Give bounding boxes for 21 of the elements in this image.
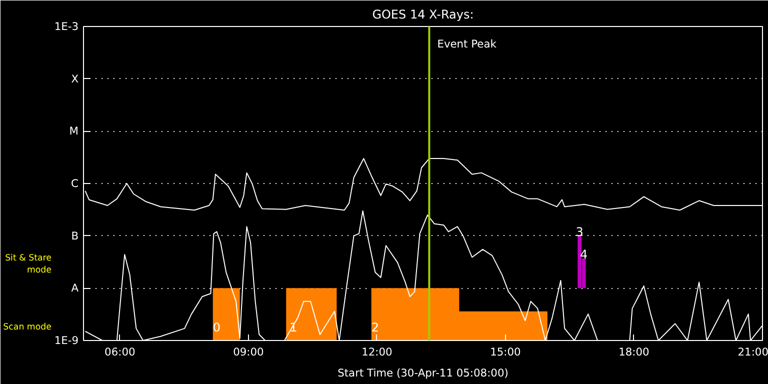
y-tick-label: M	[69, 124, 79, 138]
y-tick-label: A	[71, 282, 80, 295]
x-tick-label: 18:00	[618, 346, 650, 358]
ref-line-label: Event Peak	[437, 38, 498, 50]
y-tick-label: X	[71, 72, 79, 86]
y-tick-label: 1E-3	[54, 20, 79, 33]
x-tick-label: 09:00	[233, 346, 264, 358]
annotation: 3	[576, 224, 584, 239]
annotation: 2	[371, 320, 380, 334]
y-tick-label: 1E-9	[54, 334, 79, 347]
x-tick-label: 15:00	[490, 346, 522, 358]
x-tick-label: 21:00	[738, 346, 768, 358]
text: Sit & Stare mode	[5, 254, 52, 276]
text: Scan mode	[3, 322, 52, 332]
x-tick-label: 06:00	[104, 346, 136, 358]
y-tick-label: B	[71, 229, 78, 242]
chart-title: GOES 14 X-Rays:	[372, 8, 474, 22]
annotation: 0	[212, 320, 221, 334]
x-axis-title: Start Time (30-Apr-11 05:08:00)	[338, 366, 508, 380]
y-tick-label: C	[71, 177, 79, 190]
x-tick-label: 12:00	[362, 346, 393, 358]
